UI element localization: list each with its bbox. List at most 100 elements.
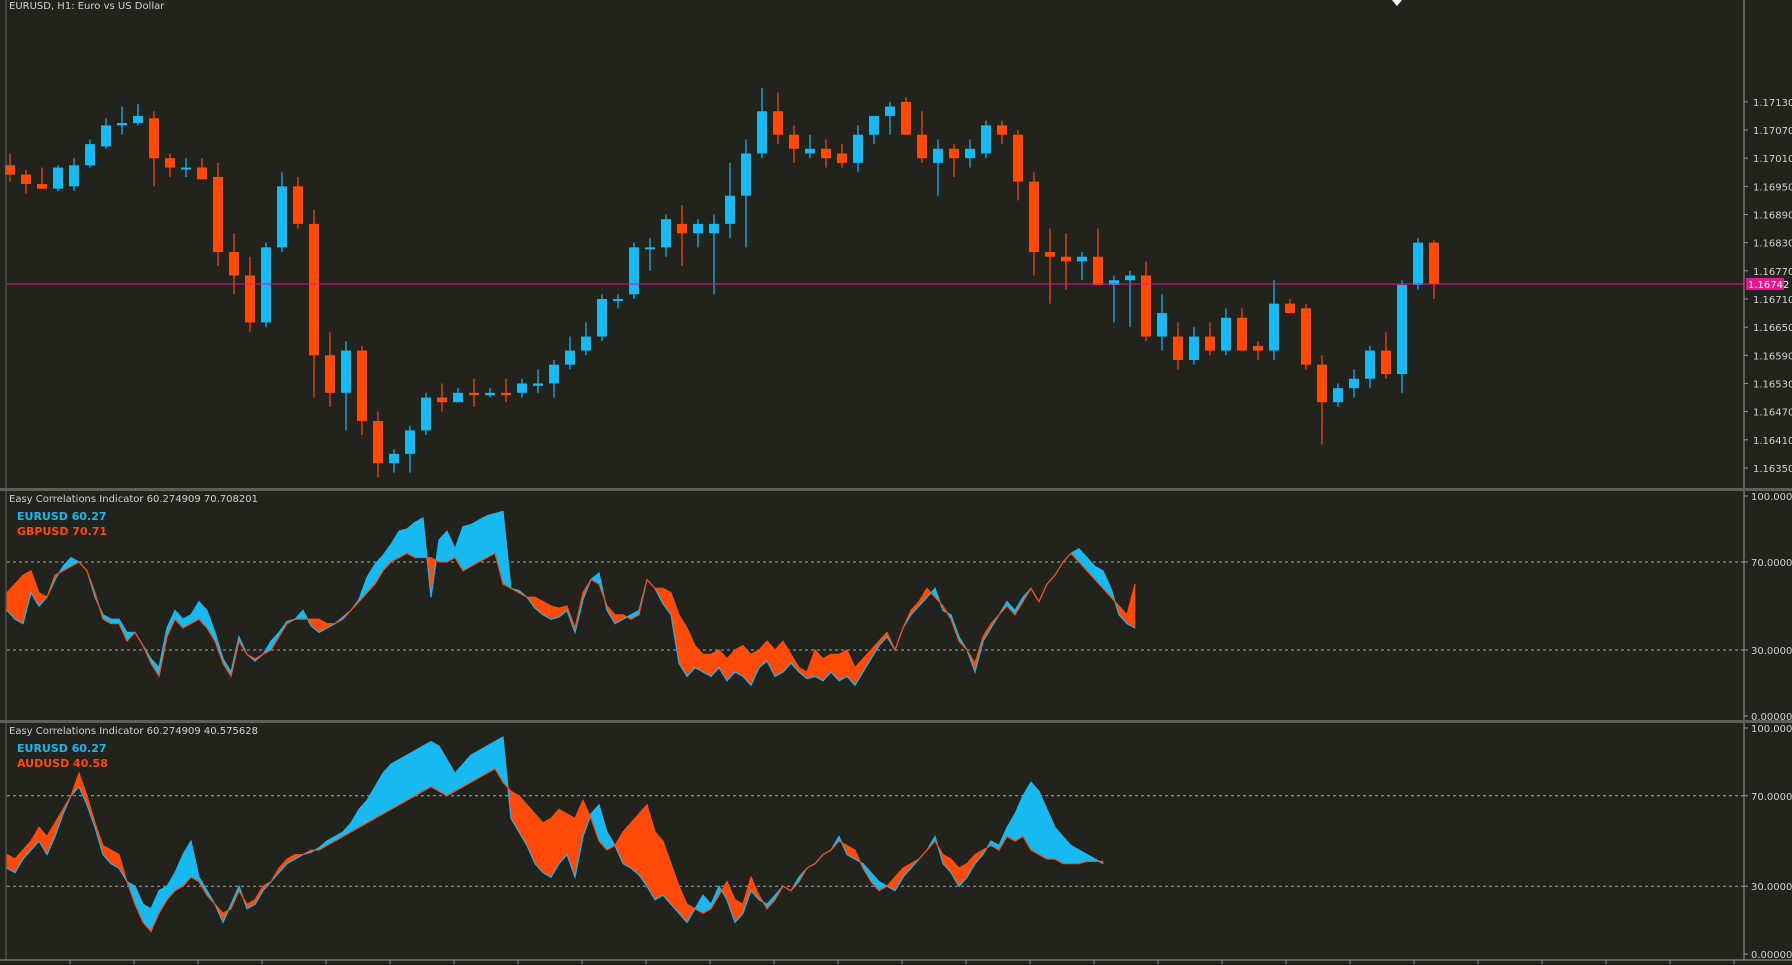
bear-candle[interactable] xyxy=(21,169,31,194)
bull-candle[interactable] xyxy=(661,214,671,257)
bear-candle[interactable] xyxy=(1253,341,1263,360)
bull-candle[interactable] xyxy=(965,139,975,168)
bull-candle[interactable] xyxy=(533,369,543,393)
bull-candle[interactable] xyxy=(101,118,111,149)
bull-candle[interactable] xyxy=(709,214,719,295)
bear-candle[interactable] xyxy=(1093,228,1103,285)
bull-candle[interactable] xyxy=(1397,280,1407,393)
bull-candle[interactable] xyxy=(869,115,879,145)
bear-candle[interactable] xyxy=(1429,240,1439,299)
bear-candle[interactable] xyxy=(1301,303,1311,370)
bull-candle[interactable] xyxy=(69,158,79,192)
bull-candle[interactable] xyxy=(453,388,463,403)
candle-body xyxy=(1237,317,1247,351)
bear-candle[interactable] xyxy=(1317,355,1327,445)
bull-candle[interactable] xyxy=(757,87,767,159)
bull-candle[interactable] xyxy=(1349,369,1359,398)
bull-candle[interactable] xyxy=(1413,237,1423,290)
bull-candle[interactable] xyxy=(517,378,527,398)
bull-candle[interactable] xyxy=(629,242,639,299)
bull-candle[interactable] xyxy=(1269,280,1279,360)
bear-candle[interactable] xyxy=(1141,261,1151,342)
candle-body xyxy=(853,134,863,163)
bull-candle[interactable] xyxy=(389,449,399,473)
bear-candle[interactable] xyxy=(213,162,223,267)
bear-candle[interactable] xyxy=(1237,308,1247,351)
bear-candle[interactable] xyxy=(501,378,511,403)
bull-candle[interactable] xyxy=(1125,270,1135,328)
candle-body xyxy=(325,355,335,393)
bull-candle[interactable] xyxy=(405,425,415,473)
bear-candle[interactable] xyxy=(917,111,927,163)
bull-candle[interactable] xyxy=(85,139,95,168)
bull-candle[interactable] xyxy=(1077,252,1087,281)
bull-candle[interactable] xyxy=(261,242,271,328)
candle-body xyxy=(1317,364,1327,403)
bear-candle[interactable] xyxy=(309,209,319,398)
bear-candle[interactable] xyxy=(1205,322,1215,356)
bear-candle[interactable] xyxy=(1013,130,1023,201)
bull-candle[interactable] xyxy=(741,139,751,248)
bull-candle[interactable] xyxy=(853,125,863,173)
pane-separator[interactable] xyxy=(0,720,1792,723)
bull-candle[interactable] xyxy=(1189,327,1199,365)
bear-candle[interactable] xyxy=(837,144,847,168)
bull-candle[interactable] xyxy=(117,106,127,135)
bear-candle[interactable] xyxy=(789,125,799,163)
bear-candle[interactable] xyxy=(821,139,831,168)
bear-candle[interactable] xyxy=(949,144,959,177)
bull-candle[interactable] xyxy=(565,336,575,370)
bear-candle[interactable] xyxy=(1029,172,1039,276)
bear-candle[interactable] xyxy=(165,153,175,177)
bull-candle[interactable] xyxy=(981,120,991,159)
bull-candle[interactable] xyxy=(341,341,351,431)
bull-candle[interactable] xyxy=(421,392,431,436)
bull-candle[interactable] xyxy=(133,104,143,126)
bear-candle[interactable] xyxy=(325,331,335,407)
bear-candle[interactable] xyxy=(1061,233,1071,290)
bear-candle[interactable] xyxy=(1173,322,1183,370)
correlation-pane-audusd[interactable]: Easy Correlations Indicator 60.274909 40… xyxy=(6,724,1792,961)
bear-candle[interactable] xyxy=(5,153,15,182)
bull-candle[interactable] xyxy=(725,162,735,238)
bull-candle[interactable] xyxy=(885,101,895,135)
bull-candle[interactable] xyxy=(933,139,943,196)
bear-candle[interactable] xyxy=(37,167,47,189)
correlation-pane-gbpusd[interactable]: Easy Correlations Indicator 60.274909 70… xyxy=(6,492,1792,723)
bull-candle[interactable] xyxy=(1333,383,1343,407)
bull-candle[interactable] xyxy=(597,294,607,342)
bear-candle[interactable] xyxy=(469,378,479,407)
bear-candle[interactable] xyxy=(197,158,207,180)
bear-candle[interactable] xyxy=(373,411,383,478)
bear-candle[interactable] xyxy=(357,345,367,436)
bull-candle[interactable] xyxy=(1157,294,1167,351)
bear-candle[interactable] xyxy=(997,120,1007,145)
bear-candle[interactable] xyxy=(677,205,687,267)
bull-candle[interactable] xyxy=(613,294,623,309)
pane-separator[interactable] xyxy=(0,488,1792,491)
bear-candle[interactable] xyxy=(1045,228,1055,304)
bull-candle[interactable] xyxy=(1365,345,1375,389)
bull-candle[interactable] xyxy=(805,134,815,159)
bull-candle[interactable] xyxy=(581,322,591,356)
bull-candle[interactable] xyxy=(645,237,655,271)
bull-candle[interactable] xyxy=(277,172,287,253)
bull-candle[interactable] xyxy=(181,158,191,177)
bear-candle[interactable] xyxy=(1285,298,1295,314)
bear-candle[interactable] xyxy=(1381,331,1391,379)
candle-body xyxy=(1413,242,1423,285)
bull-candle[interactable] xyxy=(693,219,703,248)
price-pane[interactable]: EURUSD, H1: Euro vs US Dollar 1.17130 1.17… xyxy=(5,0,1792,478)
bear-candle[interactable] xyxy=(437,383,447,412)
bull-candle[interactable] xyxy=(1221,308,1231,356)
bear-candle[interactable] xyxy=(901,97,911,135)
bull-candle[interactable] xyxy=(485,388,495,398)
bear-candle[interactable] xyxy=(293,176,303,229)
bull-candle[interactable] xyxy=(1109,275,1119,323)
bear-candle[interactable] xyxy=(245,256,255,332)
bear-candle[interactable] xyxy=(773,92,783,145)
bull-candle[interactable] xyxy=(549,359,559,398)
bear-candle[interactable] xyxy=(149,111,159,187)
bull-candle[interactable] xyxy=(53,165,63,192)
